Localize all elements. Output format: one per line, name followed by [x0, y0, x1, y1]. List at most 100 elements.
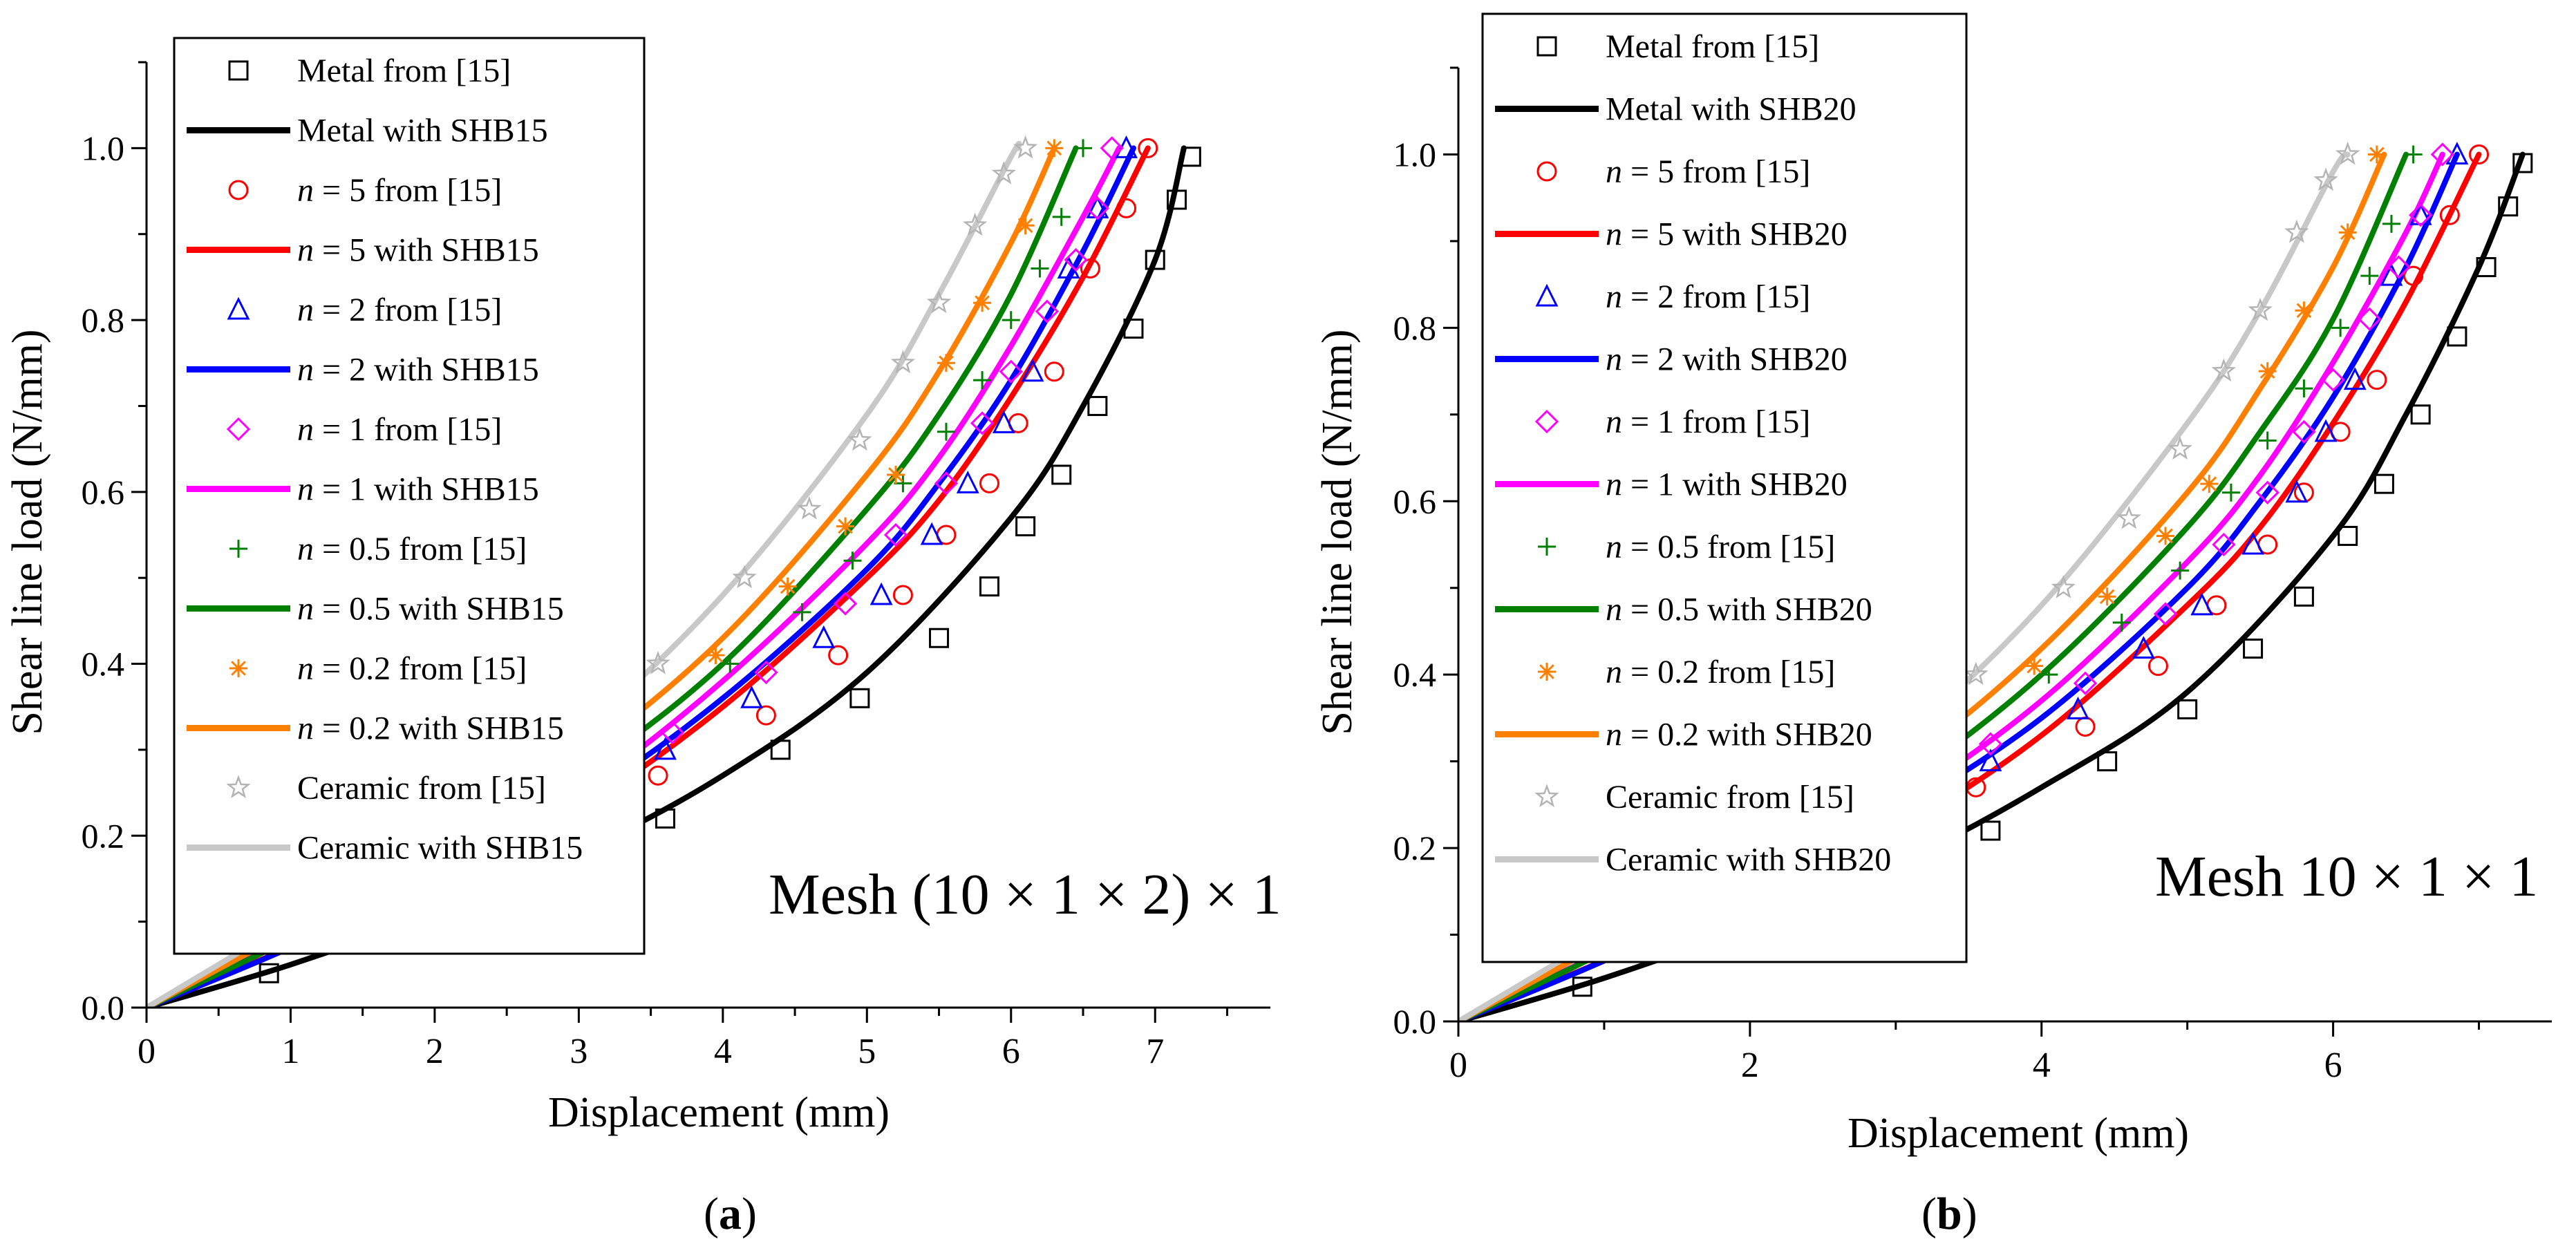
y-tick-label: 0.8	[82, 301, 125, 339]
data-point	[833, 592, 858, 616]
data-point	[1080, 258, 1100, 279]
data-point	[770, 739, 791, 760]
data-point	[991, 161, 1017, 185]
legend-label: n = 0.5 with SHB15	[297, 591, 564, 628]
legend-swatch	[1538, 538, 1556, 556]
legend-item: n = 5 from [15]	[228, 172, 502, 209]
legend-item: n = 0.5 from [15]	[1538, 529, 1835, 565]
legend-label: n = 0.5 with SHB20	[1606, 592, 1872, 628]
data-point	[1016, 216, 1035, 235]
data-point	[2367, 145, 2386, 164]
y-tick-label: 0.6	[82, 473, 125, 511]
data-point	[2040, 666, 2058, 684]
legend-item: n = 0.5 with SHB15	[187, 591, 564, 628]
panel-label: (b)	[1921, 1189, 1977, 1239]
legend: Metal from [15] Metal with SHB20 n = 5 fro…	[1481, 12, 1968, 963]
data-point	[973, 371, 992, 390]
data-point	[1145, 249, 1165, 270]
data-point	[1044, 361, 1064, 382]
legend-label: n = 1 with SHB20	[1606, 466, 1848, 503]
data-point	[2285, 480, 2309, 503]
x-tick-label: 6	[1002, 1032, 1020, 1071]
data-point	[2476, 257, 2497, 278]
legend-label: Metal from [15]	[1606, 28, 1819, 65]
data-point	[1964, 661, 1989, 686]
data-point	[920, 522, 943, 545]
data-point	[890, 350, 916, 374]
data-point	[887, 465, 905, 484]
data-point	[2295, 301, 2313, 320]
data-point	[1064, 247, 1088, 272]
legend-item: Ceramic with SHB20	[1495, 842, 1891, 878]
data-point	[2156, 527, 2175, 545]
legend-item: n = 2 from [15]	[227, 292, 502, 328]
data-point	[2314, 419, 2338, 442]
y-tick-label: 0.6	[1393, 482, 1437, 520]
data-point	[2439, 205, 2460, 225]
data-point	[2097, 751, 2118, 772]
legend-item: Ceramic from [15]	[226, 770, 546, 806]
data-point	[655, 808, 675, 829]
legend-item: n = 1 from [15]	[1534, 404, 1810, 440]
data-point	[2190, 592, 2214, 616]
y-tick-label: 0.4	[82, 645, 125, 683]
legend-item: Ceramic with SHB15	[187, 830, 583, 867]
data-point	[721, 654, 740, 673]
legend-label: Metal with SHB15	[297, 113, 548, 149]
y-tick-label: 0.2	[1393, 829, 1437, 867]
data-point	[1980, 820, 2001, 841]
legend-item: Metal from [15]	[1536, 28, 1819, 65]
data-point	[2343, 367, 2367, 390]
data-point	[937, 354, 955, 372]
legend-label: n = 0.2 with SHB20	[1606, 717, 1872, 753]
data-point	[937, 422, 955, 441]
data-point	[2073, 671, 2098, 695]
legend-item: n = 2 with SHB20	[1495, 341, 1848, 378]
data-point	[2211, 358, 2237, 382]
data-point	[1045, 139, 1064, 158]
legend-label: n = 0.2 from [15]	[1606, 654, 1835, 690]
data-point	[2221, 483, 2240, 502]
x-tick-label: 6	[2324, 1046, 2342, 1085]
x-tick-label: 2	[426, 1032, 444, 1071]
x-tick-label: 5	[858, 1032, 876, 1071]
mesh-annotation: Mesh (10 × 1 × 2) × 1	[769, 862, 1281, 927]
data-point	[894, 474, 912, 493]
data-point	[2469, 144, 2490, 164]
data-point	[778, 577, 797, 596]
chart-panel-a: 0 1 2 3 4 5 6 7 0.0 0.2 0.4 0.6 0.8 1.0 Displacement (…	[4, 37, 1281, 1239]
data-point	[2258, 362, 2277, 381]
data-point	[2284, 219, 2309, 243]
chart-panel-b: 0 2 4 6 0.0 0.2 0.4 0.6 0.8 1.0 Displacement (mm) S…	[1314, 12, 2552, 1239]
y-tick-label: 0.2	[82, 816, 125, 855]
data-point	[2295, 379, 2313, 398]
data-point	[2403, 265, 2424, 286]
data-point	[1002, 311, 1020, 330]
data-point	[1100, 136, 1124, 160]
data-point	[2243, 639, 2264, 659]
data-point	[1979, 748, 2002, 772]
data-point	[2098, 587, 2116, 606]
legend-item: n = 0.5 with SHB20	[1495, 592, 1872, 628]
data-point	[2116, 505, 2142, 529]
y-tick-label: 0.8	[1393, 308, 1437, 347]
data-point	[956, 471, 979, 493]
x-axis-label: Displacement (mm)	[1848, 1110, 2189, 1157]
legend-swatch	[227, 296, 250, 320]
x-ticks: 0 1 2 3 4 5 6 7	[138, 1008, 1228, 1071]
x-tick-label: 3	[570, 1032, 587, 1071]
legend-swatch	[1538, 663, 1556, 681]
legend-item: n = 0.5 from [15]	[229, 531, 527, 567]
data-point	[755, 705, 776, 726]
data-point	[2212, 532, 2236, 557]
data-point	[847, 427, 872, 451]
x-axis-label: Displacement (mm)	[548, 1089, 890, 1136]
legend-label: n = 0.5 from [15]	[297, 531, 527, 567]
data-point	[962, 212, 988, 236]
data-point	[1074, 139, 1092, 158]
data-point	[934, 471, 959, 496]
legend-swatch	[1536, 161, 1557, 182]
data-point	[1978, 732, 2003, 756]
data-point	[1051, 464, 1072, 485]
legend-label: Metal with SHB20	[1606, 91, 1856, 128]
